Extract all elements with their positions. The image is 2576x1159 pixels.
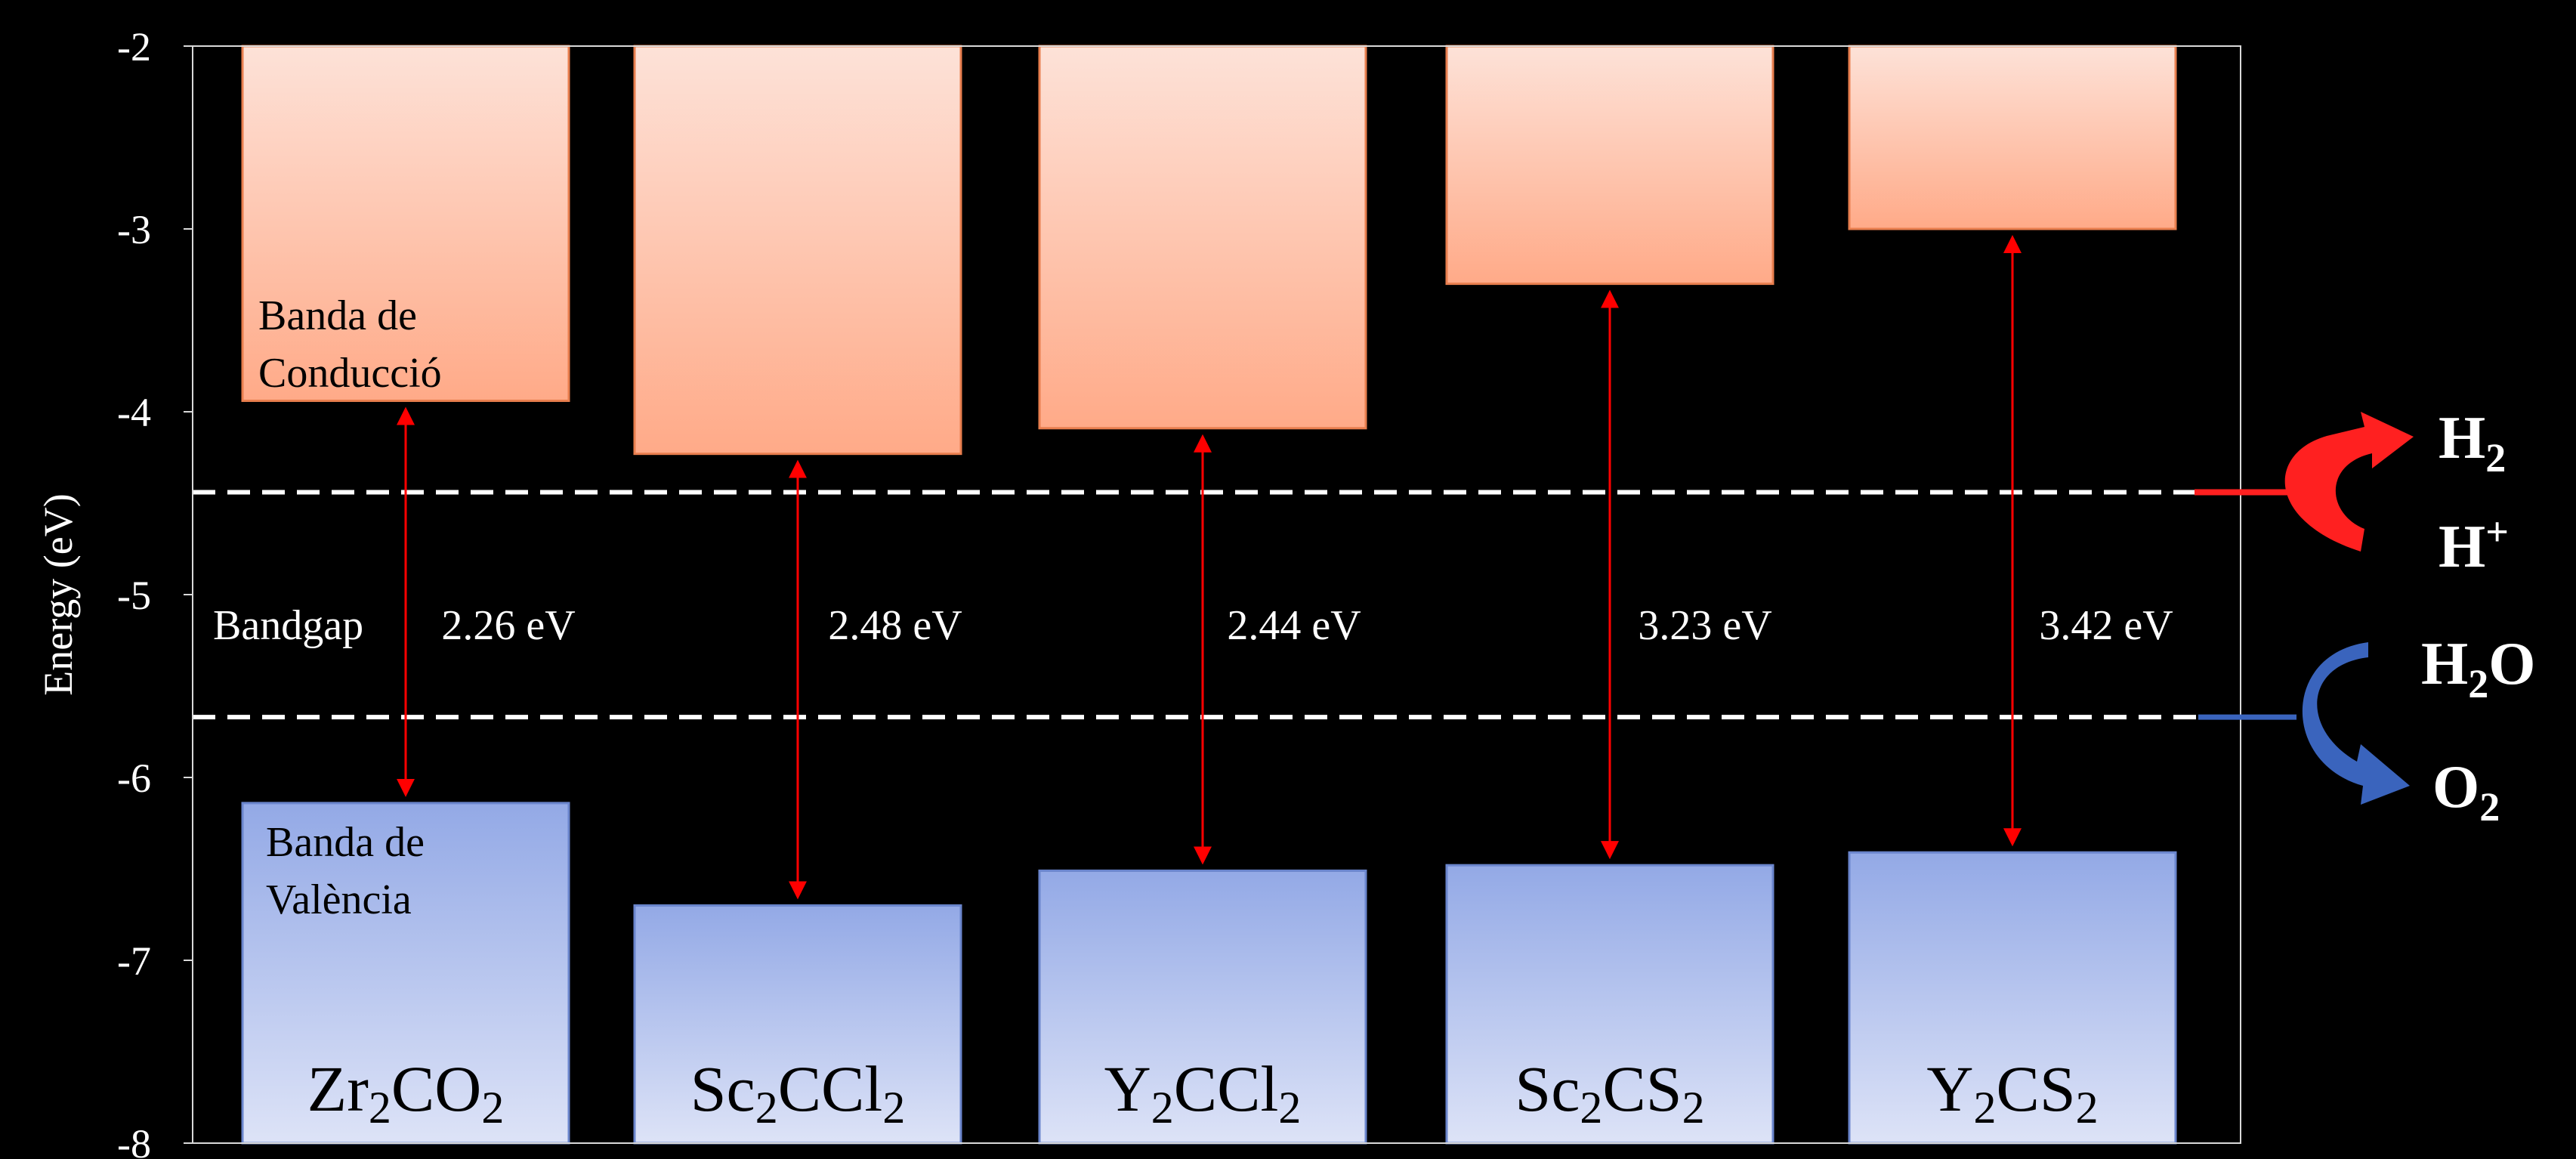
valence-band-annotation: València (266, 876, 412, 923)
bandgap-value-label: 3.23 eV (1638, 602, 1771, 649)
reduction-arrow-icon (2284, 412, 2414, 552)
h-plus-label: H+ (2439, 509, 2509, 580)
conduction-band-annotation: Banda de (258, 292, 417, 339)
valence-band-annotation: Banda de (266, 819, 425, 866)
bandgap-annotation: Bandgap (213, 602, 363, 649)
valence-band-bar (1038, 869, 1367, 1145)
o2-label: O2 (2432, 754, 2500, 830)
valence-band-bar (1848, 851, 2177, 1145)
category-label: Y2CS2 (1926, 1052, 2098, 1133)
category-label: Y2CCl2 (1104, 1052, 1302, 1133)
y-axis-label: Energy (eV) (36, 493, 81, 695)
bars-layer (241, 45, 2177, 1145)
y-tick-label: -2 (117, 24, 151, 70)
oxidation-arrow-icon (2302, 642, 2410, 805)
labels-layer: 2.26 eV 2.48 eV 2.44 eV 3.23 eV 3.42 eV Bandg… (213, 292, 2173, 1133)
h2o-label: H2O (2421, 631, 2535, 706)
conduction-band-annotation: Conducció (258, 350, 442, 397)
category-label: Sc2CS2 (1515, 1052, 1704, 1133)
redox-legend: H2 H+ H2O O2 (2195, 405, 2535, 830)
bandgap-value-label: 2.48 eV (828, 602, 962, 649)
conduction-band-bar (1445, 45, 1774, 286)
reference-lines-layer (193, 490, 2206, 720)
conduction-band-bar (633, 45, 962, 456)
y-axis: -2 -3 -4 -5 -6 -7 -8 Energy (eV) (36, 24, 2241, 1159)
y-tick-label: -6 (117, 756, 151, 801)
conduction-band-bar (1038, 45, 1367, 430)
conduction-band-bar (1848, 45, 2177, 230)
category-label: Sc2CCl2 (690, 1052, 906, 1133)
valence-band-bar (241, 802, 570, 1145)
valence-band-bar (1445, 864, 1774, 1145)
bandgap-value-label: 3.42 eV (2039, 602, 2173, 649)
h2-label: H2 (2439, 405, 2506, 481)
y-tick-label: -7 (117, 938, 151, 984)
y-tick-label: -4 (117, 390, 151, 435)
y-tick-label: -3 (117, 207, 151, 252)
bandgap-arrows-layer (397, 235, 2022, 900)
bandgap-value-label: 2.26 eV (441, 602, 575, 649)
conduction-band-bar (241, 45, 570, 402)
y-tick-label: -5 (117, 573, 151, 618)
bandgap-value-label: 2.44 eV (1227, 602, 1361, 649)
y-tick-label: -8 (117, 1121, 151, 1159)
category-label: Zr2CO2 (307, 1052, 505, 1133)
valence-band-bar (633, 904, 962, 1145)
